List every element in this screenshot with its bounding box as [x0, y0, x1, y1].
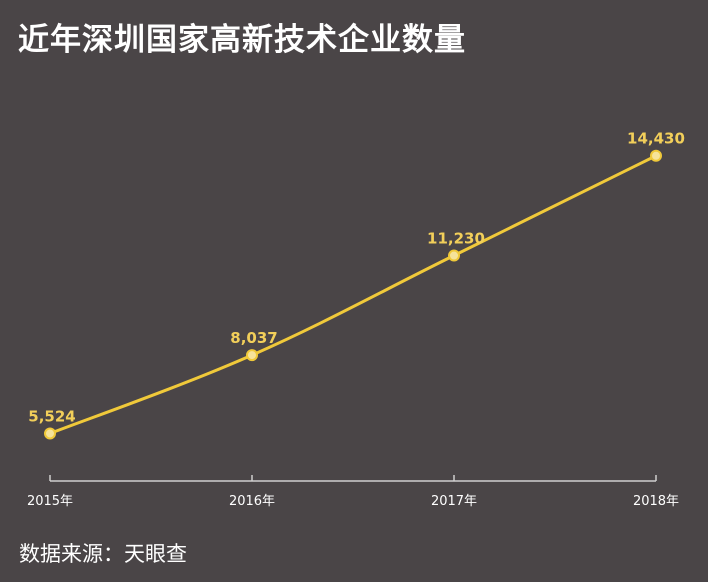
- x-tick-label: 2015年: [27, 494, 73, 509]
- x-tick-label: 2018年: [633, 494, 679, 509]
- x-tick-label: 2017年: [431, 494, 477, 509]
- data-point: [448, 249, 460, 262]
- x-tick-label: 2016年: [229, 494, 275, 509]
- series-line: [49, 154, 657, 435]
- chart-title: 近年深圳国家高新技术企业数量: [18, 22, 466, 58]
- data-label: 5,524: [28, 407, 75, 425]
- data-label: 11,230: [427, 230, 485, 248]
- data-source: 数据来源：天眼查: [19, 542, 187, 566]
- data-point: [650, 149, 662, 162]
- data-label: 14,430: [627, 130, 685, 148]
- data-point: [246, 349, 258, 362]
- data-point: [44, 427, 56, 440]
- data-label: 8,037: [230, 329, 277, 347]
